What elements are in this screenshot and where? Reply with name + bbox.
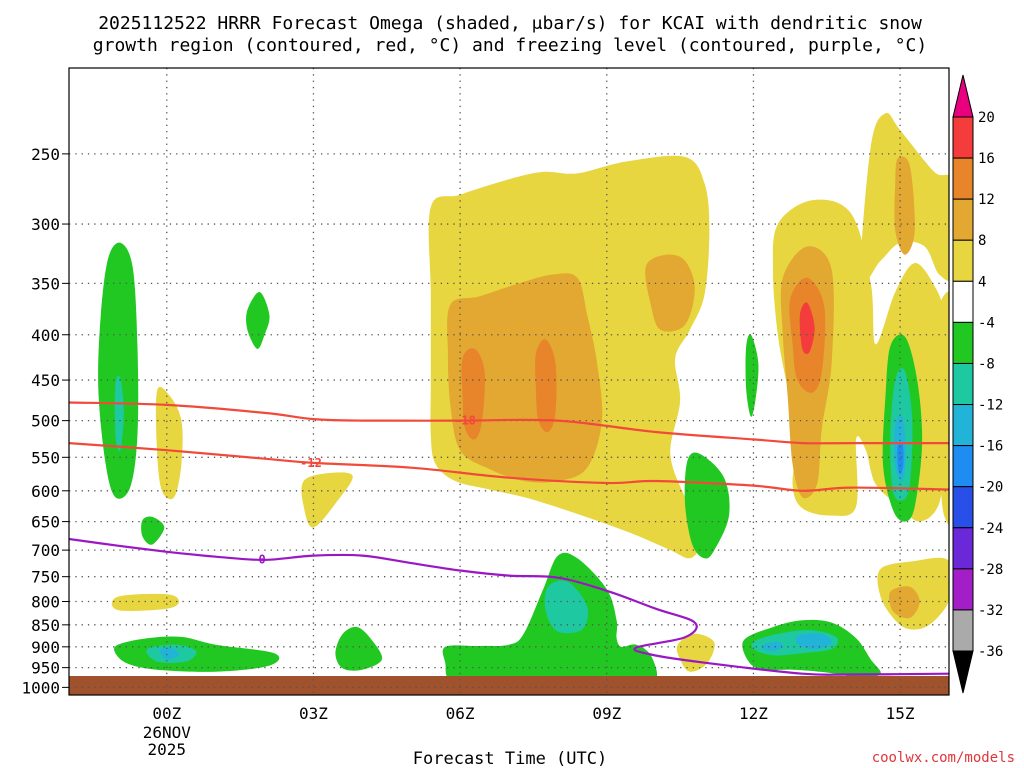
y-tick-label-700: 700 (31, 541, 60, 560)
omega-region-1-level-8 (447, 273, 603, 483)
omega-region-12-level-4 (676, 633, 715, 672)
y-tick-label-650: 650 (31, 513, 60, 532)
contour-label-dendritic-growth-minus12: -12 (300, 456, 322, 470)
omega-region-15-level-16 (799, 302, 815, 355)
colorbar-segment--16-to--20 (952, 445, 974, 488)
omega-region-5-level-4 (155, 386, 183, 500)
terrain-ground (69, 676, 949, 695)
omega-region-19-level--8 (114, 375, 124, 452)
omega-region-32-level--12 (761, 641, 783, 652)
contour-lines: -18 -12 0 (69, 401, 949, 676)
x-tick-label-12Z: 12Z (739, 704, 768, 723)
colorbar-segment-12-to-8 (952, 198, 974, 241)
contour-dendritic-growth-minus18 (69, 401, 949, 445)
colorbar-tick--20: -20 (978, 480, 1003, 496)
y-tick-label-600: 600 (31, 482, 60, 501)
colorbar-tick--16: -16 (978, 439, 1003, 455)
chart-title-line-1: 2025112522 HRRR Forecast Omega (shaded, … (98, 13, 922, 34)
x-tick-label-15Z: 15Z (886, 704, 915, 723)
contour-freezing-level-0 (69, 537, 949, 676)
x-tick-label-03Z: 03Z (299, 704, 328, 723)
credit-text: coolwx.com/models (872, 750, 1015, 766)
y-tick-label-850: 850 (31, 616, 60, 635)
y-tick-label-1000: 1000 (21, 678, 60, 697)
y-tick-label-400: 400 (31, 326, 60, 345)
x-tick-label-06Z: 06Z (446, 704, 475, 723)
y-tick-label-550: 550 (31, 448, 60, 467)
colorbar-tick-4: 4 (978, 274, 986, 290)
colorbar-segment-16-to-12 (952, 157, 974, 200)
colorbar-segment--32-to--36 (952, 609, 974, 652)
y-tick-label-950: 950 (31, 659, 60, 678)
omega-region-28-level--4 (684, 452, 730, 559)
colorbar-tick--24: -24 (978, 521, 1003, 537)
colorbar-tick--8: -8 (978, 356, 995, 372)
colorbar-segment--12-to--16 (952, 404, 974, 447)
colorbar-tick-20: 20 (978, 110, 995, 126)
colorbar-tick--36: -36 (978, 644, 1003, 660)
omega-region-21-level--4 (246, 292, 270, 349)
chart-title-line-2: growth region (contoured, red, °C) and f… (93, 35, 927, 56)
omega-region-20-level--4 (141, 516, 165, 545)
colorbar-tick--4: -4 (978, 315, 995, 331)
colorbar-segment-4-to--4 (952, 280, 974, 323)
colorbar: 20 16 12 8 4 -4 -8 -12 -16 -20 -24 -28 -32 -36 (952, 74, 1003, 694)
x-tick-label-00Z: 00Z (152, 704, 181, 723)
omega-region-7-level-4 (111, 593, 179, 611)
colorbar-segment--24-to--28 (952, 527, 974, 570)
colorbar-segment--20-to--24 (952, 486, 974, 529)
contour-label-freezing-level-0: 0 (258, 552, 265, 566)
contour-label-dendritic-growth-minus18: -18 (454, 414, 476, 428)
colorbar-tick-12: 12 (978, 192, 995, 208)
omega-region-29-level--4 (745, 334, 759, 417)
y-tick-label-250: 250 (31, 145, 60, 164)
x-tick-sublabel-1: 2025 (148, 740, 187, 759)
omega-shading (98, 112, 949, 686)
omega-region-37-level--16 (897, 441, 904, 475)
omega-region-2-level-8 (645, 254, 695, 332)
y-tick-label-450: 450 (31, 371, 60, 390)
omega-region-22-level--4 (114, 636, 280, 672)
contour-dendritic-growth-minus12 (69, 442, 949, 492)
colorbar-tick--32: -32 (978, 603, 1003, 619)
omega-region-18-level--4 (98, 242, 139, 499)
y-axis: 250 300 350 400 450 500 550 600 650 700 750 800 850 9… (21, 145, 69, 697)
plot-frame (68, 67, 950, 696)
omega-region-33-level--12 (795, 633, 832, 650)
y-tick-label-750: 750 (31, 568, 60, 587)
colorbar-segment-20-to-16 (952, 116, 974, 159)
colorbar-tick-16: 16 (978, 151, 995, 167)
y-tick-label-900: 900 (31, 638, 60, 657)
colorbar-segment--4-to--8 (952, 321, 974, 364)
colorbar-tick--12: -12 (978, 398, 1003, 414)
colorbar-top-arrow (952, 74, 974, 118)
y-tick-label-300: 300 (31, 215, 60, 234)
x-axis-label: Forecast Time (UTC) (413, 749, 607, 768)
omega-region-3-level-12 (461, 348, 485, 440)
omega-region-10-level-4 (932, 291, 949, 525)
x-tick-sublabel-0: 26NOV (143, 723, 192, 742)
omega-region-16-level-8 (894, 156, 915, 255)
y-tick-label-500: 500 (31, 412, 60, 431)
colorbar-segment--28-to--32 (952, 568, 974, 611)
x-tick-label-09Z: 09Z (592, 704, 621, 723)
y-tick-label-800: 800 (31, 593, 60, 612)
colorbar-tick-8: 8 (978, 233, 986, 249)
colorbar-segment-8-to-4 (952, 239, 974, 282)
y-tick-label-350: 350 (31, 274, 60, 293)
colorbar-segment--8-to--12 (952, 362, 974, 406)
omega-region-27-level--8 (544, 580, 589, 634)
colorbar-tick--28: -28 (978, 562, 1003, 578)
omega-region-17-level-8 (888, 586, 920, 619)
omega-region-25-level--4 (335, 626, 383, 671)
omega-region-4-level-12 (535, 339, 557, 433)
omega-region-24-level--12 (158, 647, 180, 660)
colorbar-bottom-arrow (952, 650, 974, 694)
omega-region-6-level-4 (301, 472, 353, 528)
